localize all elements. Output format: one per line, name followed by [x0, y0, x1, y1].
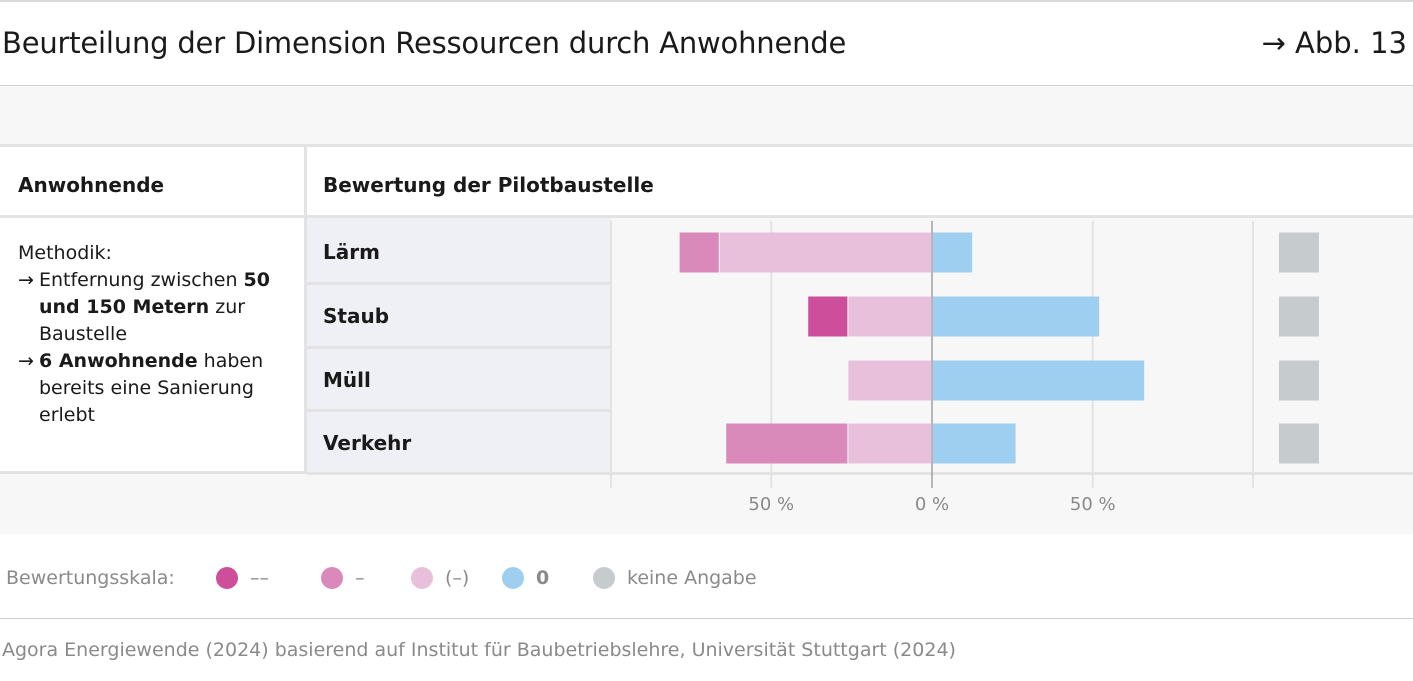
method-cell: Methodik: → Entfernung zwischen 50 und 1…: [0, 218, 304, 474]
bar-segment: [933, 232, 973, 273]
legend-title: Bewertungsskala:: [6, 567, 175, 589]
method-title: Methodik:: [18, 242, 112, 264]
method-bullet-2: → 6 Anwohnende haben bereits eine Sanier…: [18, 348, 298, 429]
column-divider: [304, 147, 307, 215]
x-tick-label: 50 %: [748, 494, 794, 515]
legend-text: keine Angabe: [627, 567, 757, 589]
figure-reference: → Abb. 13: [1261, 26, 1407, 60]
keine-angabe-box: [1279, 360, 1319, 401]
bar-segment: [848, 360, 931, 401]
bar-segment: [719, 232, 931, 273]
category-label-muell: Müll: [323, 368, 371, 392]
bullet-text: zur Baustelle: [39, 296, 246, 345]
legend-text: 0: [536, 567, 550, 589]
x-tick-label: 50 %: [1070, 494, 1116, 515]
bar-segment: [933, 360, 1145, 401]
category-label-verkehr: Verkehr: [323, 431, 412, 455]
bar-segment: [933, 296, 1100, 337]
legend-dot-icon: [502, 567, 524, 589]
legend-text: –: [355, 567, 365, 589]
table-header-row: Anwohnende Bewertung der Pilotbaustelle: [0, 144, 1413, 218]
category-label-laerm: Lärm: [323, 240, 380, 264]
bullet-bold-text: 6 Anwohnende: [39, 350, 198, 372]
page-title: Beurteilung der Dimension Ressourcen dur…: [2, 26, 847, 60]
bullet-text: haben bereits eine Sanierung erlebt: [39, 350, 264, 426]
keine-angabe-box: [1279, 296, 1319, 337]
source-note: Agora Energiewende (2024) basierend auf …: [2, 639, 956, 661]
bullet-bold-text: 50 und 150 Metern: [39, 269, 270, 318]
row-divider: [307, 472, 1413, 475]
bar-segment: [848, 423, 931, 464]
legend-dot-icon: [593, 567, 615, 589]
column-header-anwohnende: Anwohnende: [18, 173, 165, 197]
legend: Bewertungsskala: –– – (–) 0 keine Angabe: [6, 565, 1406, 591]
legend-dot-icon: [321, 567, 343, 589]
x-tick-label: 0 %: [915, 494, 949, 515]
keine-angabe-box: [1279, 232, 1319, 273]
bar-segment: [808, 296, 848, 337]
bar-segment: [726, 423, 848, 464]
legend-text: (–): [445, 567, 470, 589]
keine-angabe-box: [1279, 423, 1319, 464]
top-border: [0, 0, 1413, 2]
legend-dot-icon: [216, 567, 238, 589]
legend-text: ––: [250, 567, 269, 589]
category-label-staub: Staub: [323, 304, 390, 328]
bar-segment: [933, 423, 1016, 464]
arrow-right-icon: →: [18, 269, 34, 291]
bar-segment: [848, 296, 931, 337]
method-bullet-1: → Entfernung zwischen 50 und 150 Metern …: [18, 267, 298, 348]
bottom-divider: [0, 618, 1413, 619]
column-header-bewertung: Bewertung der Pilotbaustelle: [323, 173, 654, 197]
figure-header: Beurteilung der Dimension Ressourcen dur…: [0, 2, 1413, 86]
bar-segment: [679, 232, 719, 273]
bullet-text: Entfernung zwischen: [39, 269, 244, 291]
arrow-right-icon: →: [18, 350, 34, 372]
method-description: Methodik: → Entfernung zwischen 50 und 1…: [18, 240, 298, 429]
legend-dot-icon: [411, 567, 433, 589]
column-divider: [304, 218, 307, 474]
